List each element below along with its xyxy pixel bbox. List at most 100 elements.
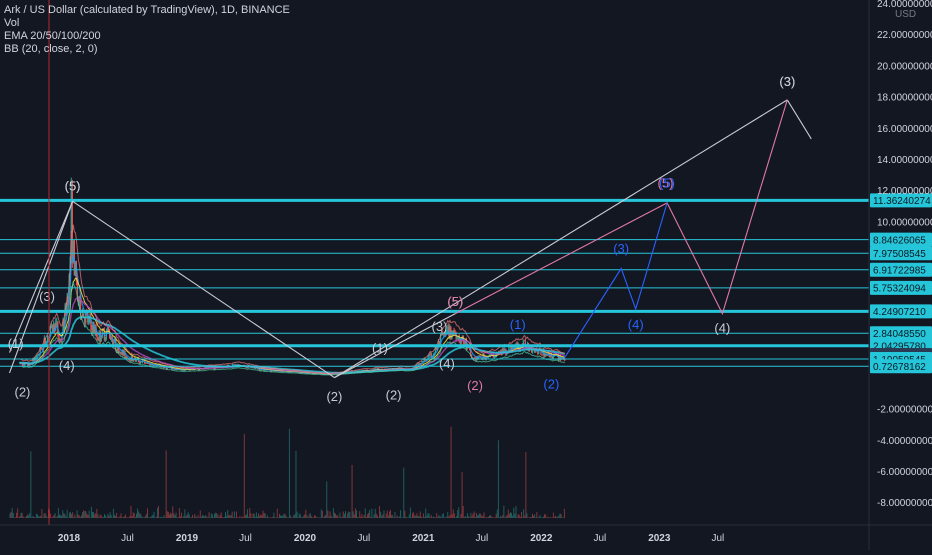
volume-bar (264, 513, 266, 518)
candle-body (469, 349, 472, 355)
volume-bar (236, 511, 238, 518)
volume-bar (233, 511, 235, 518)
volume-bar (191, 517, 192, 518)
volume-bar (215, 512, 217, 518)
volume-bar (220, 512, 222, 518)
candle-body (422, 361, 424, 362)
price-tick-label: -8.00000000 (877, 498, 932, 509)
volume-bar (12, 512, 14, 518)
wave-label-16: (3) (613, 241, 629, 256)
volume-bar (516, 517, 518, 518)
candle-body (441, 332, 443, 336)
candle-body (374, 368, 377, 370)
volume-bar (346, 517, 348, 518)
volume-bar (459, 517, 461, 518)
volume-bar (359, 511, 361, 518)
candle-body (77, 296, 80, 305)
candle-body (459, 340, 461, 344)
volume-bar (535, 517, 537, 518)
symbol-title[interactable]: Ark / US Dollar (calculated by TradingVi… (4, 4, 290, 16)
volume-bar (518, 515, 520, 518)
volume-bar (170, 512, 172, 518)
time-tick-label: 2023 (648, 533, 671, 544)
candle-body (451, 333, 453, 338)
volume-bar (363, 514, 365, 518)
wave-label-18: (5) (658, 175, 674, 190)
volume-bar (548, 517, 550, 518)
volume-bar (481, 516, 483, 518)
volume-bar (417, 516, 419, 518)
volume-bar (117, 517, 119, 518)
candle-body (172, 368, 174, 370)
indicator-ema[interactable]: EMA 20/50/100/200 (4, 30, 101, 42)
candle-body (457, 336, 459, 340)
volume-bar (259, 515, 261, 518)
volume-bar (455, 517, 456, 518)
volume-bar (13, 517, 15, 518)
volume-bar (461, 472, 463, 518)
volume-bar (324, 515, 326, 518)
volume-bar (558, 515, 560, 518)
volume-bar (314, 514, 316, 518)
volume-bar (282, 515, 284, 518)
indicator-bb[interactable]: BB (20, close, 2, 0) (4, 43, 98, 55)
candle-body (444, 333, 446, 335)
candle-body (150, 363, 152, 366)
volume-bar (194, 513, 196, 518)
candle-body (564, 359, 566, 361)
volume-bar (423, 513, 425, 518)
candle-body (453, 331, 455, 334)
volume-bar (460, 513, 462, 518)
volume-bar (412, 513, 414, 518)
volume-bar (305, 509, 307, 518)
volume-bar (331, 517, 333, 518)
candle-body (446, 331, 448, 332)
level-tag-1 (870, 232, 932, 247)
candle-body (94, 327, 96, 334)
volume-bar (493, 517, 495, 518)
volume-bar (136, 513, 137, 518)
indicator-vol[interactable]: Vol (4, 17, 20, 29)
volume-bar (559, 513, 561, 518)
volume-bar (543, 516, 544, 518)
volume-bar (369, 509, 371, 518)
candle-body (52, 325, 54, 332)
volume-bar (247, 509, 249, 518)
candle-body (113, 342, 115, 346)
volume-bar (413, 512, 415, 518)
candle-body (463, 341, 465, 344)
volume-bar (382, 514, 384, 518)
volume-bar (547, 516, 549, 518)
volume-bar (288, 428, 290, 518)
candle-body (474, 357, 476, 359)
volume-bar (239, 516, 241, 518)
wave-label-6: (1) (372, 341, 388, 356)
volume-bar (387, 515, 389, 518)
volume-bar (327, 510, 329, 518)
volume-bar (467, 513, 469, 518)
volume-bar (424, 516, 426, 518)
wave-path-3 (334, 99, 788, 379)
candle-body (541, 354, 543, 356)
candle-body (96, 334, 98, 340)
candle-body (132, 360, 134, 362)
candle-body (149, 363, 151, 366)
candle-body (434, 347, 437, 354)
volume-bar (490, 515, 492, 518)
volume-bar (358, 517, 360, 518)
candle-body (456, 339, 458, 340)
time-tick-label: Jul (475, 533, 488, 544)
volume-bar (188, 514, 190, 518)
volume-bar (448, 516, 450, 518)
volume-bar (32, 515, 34, 518)
candle-body (122, 350, 124, 355)
volume-bar (216, 513, 218, 518)
volume-bar (466, 517, 467, 518)
level-tag-4 (870, 280, 932, 295)
volume-bar (43, 513, 45, 518)
volume-bar (409, 507, 411, 518)
volume-bar (126, 517, 128, 518)
volume-bar (24, 517, 26, 518)
